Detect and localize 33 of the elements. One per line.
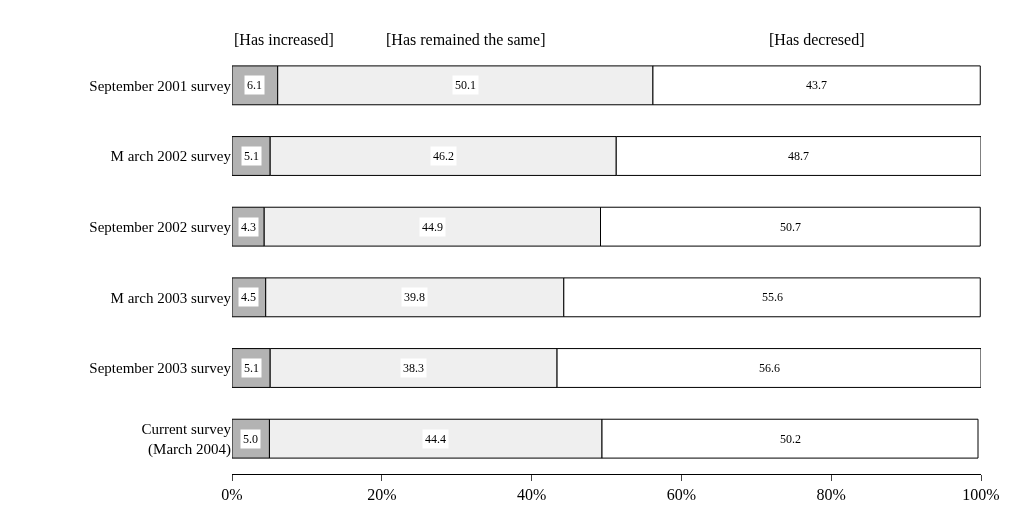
x-tick-label: 80% [816, 486, 846, 504]
data-label: 5.1 [244, 149, 259, 163]
data-label: 50.2 [780, 432, 801, 446]
data-label: 39.8 [404, 290, 425, 304]
x-tick-label: 0% [221, 486, 243, 504]
data-label: 6.1 [247, 78, 262, 92]
data-label: 5.0 [243, 432, 258, 446]
x-tick-label: 60% [666, 486, 697, 504]
y-tick-label: September 2002 survey [89, 218, 232, 235]
data-label: 50.7 [780, 220, 801, 234]
data-label: 4.3 [241, 220, 256, 234]
y-tick-label: Current survey (March 2004) [141, 421, 232, 458]
y-tick-label: M arch 2002 survey [110, 148, 232, 165]
data-label: 48.7 [788, 149, 809, 163]
x-tick-label: 20% [367, 486, 397, 504]
x-tick-label: 100% [962, 486, 1000, 504]
series-label: [Has remained the same] [386, 31, 546, 48]
data-label: 4.5 [241, 290, 256, 304]
y-tick-label: M arch 2003 survey [110, 289, 232, 306]
y-tick-label: September 2003 survey [89, 360, 232, 377]
series-label: [Has increased] [234, 31, 334, 48]
x-tick-label: 40% [516, 486, 547, 504]
data-label: 44.4 [425, 432, 446, 446]
y-tick-label: September 2001 survey [89, 77, 232, 94]
data-label: 43.7 [806, 78, 827, 92]
series-label: [Has decresed] [769, 31, 865, 48]
data-label: 50.1 [455, 78, 476, 92]
data-label: 5.1 [244, 361, 259, 375]
data-label: 44.9 [422, 220, 443, 234]
data-label: 56.6 [759, 361, 780, 375]
data-label: 55.6 [762, 290, 783, 304]
data-label: 38.3 [403, 361, 424, 375]
data-label: 46.2 [433, 149, 454, 163]
